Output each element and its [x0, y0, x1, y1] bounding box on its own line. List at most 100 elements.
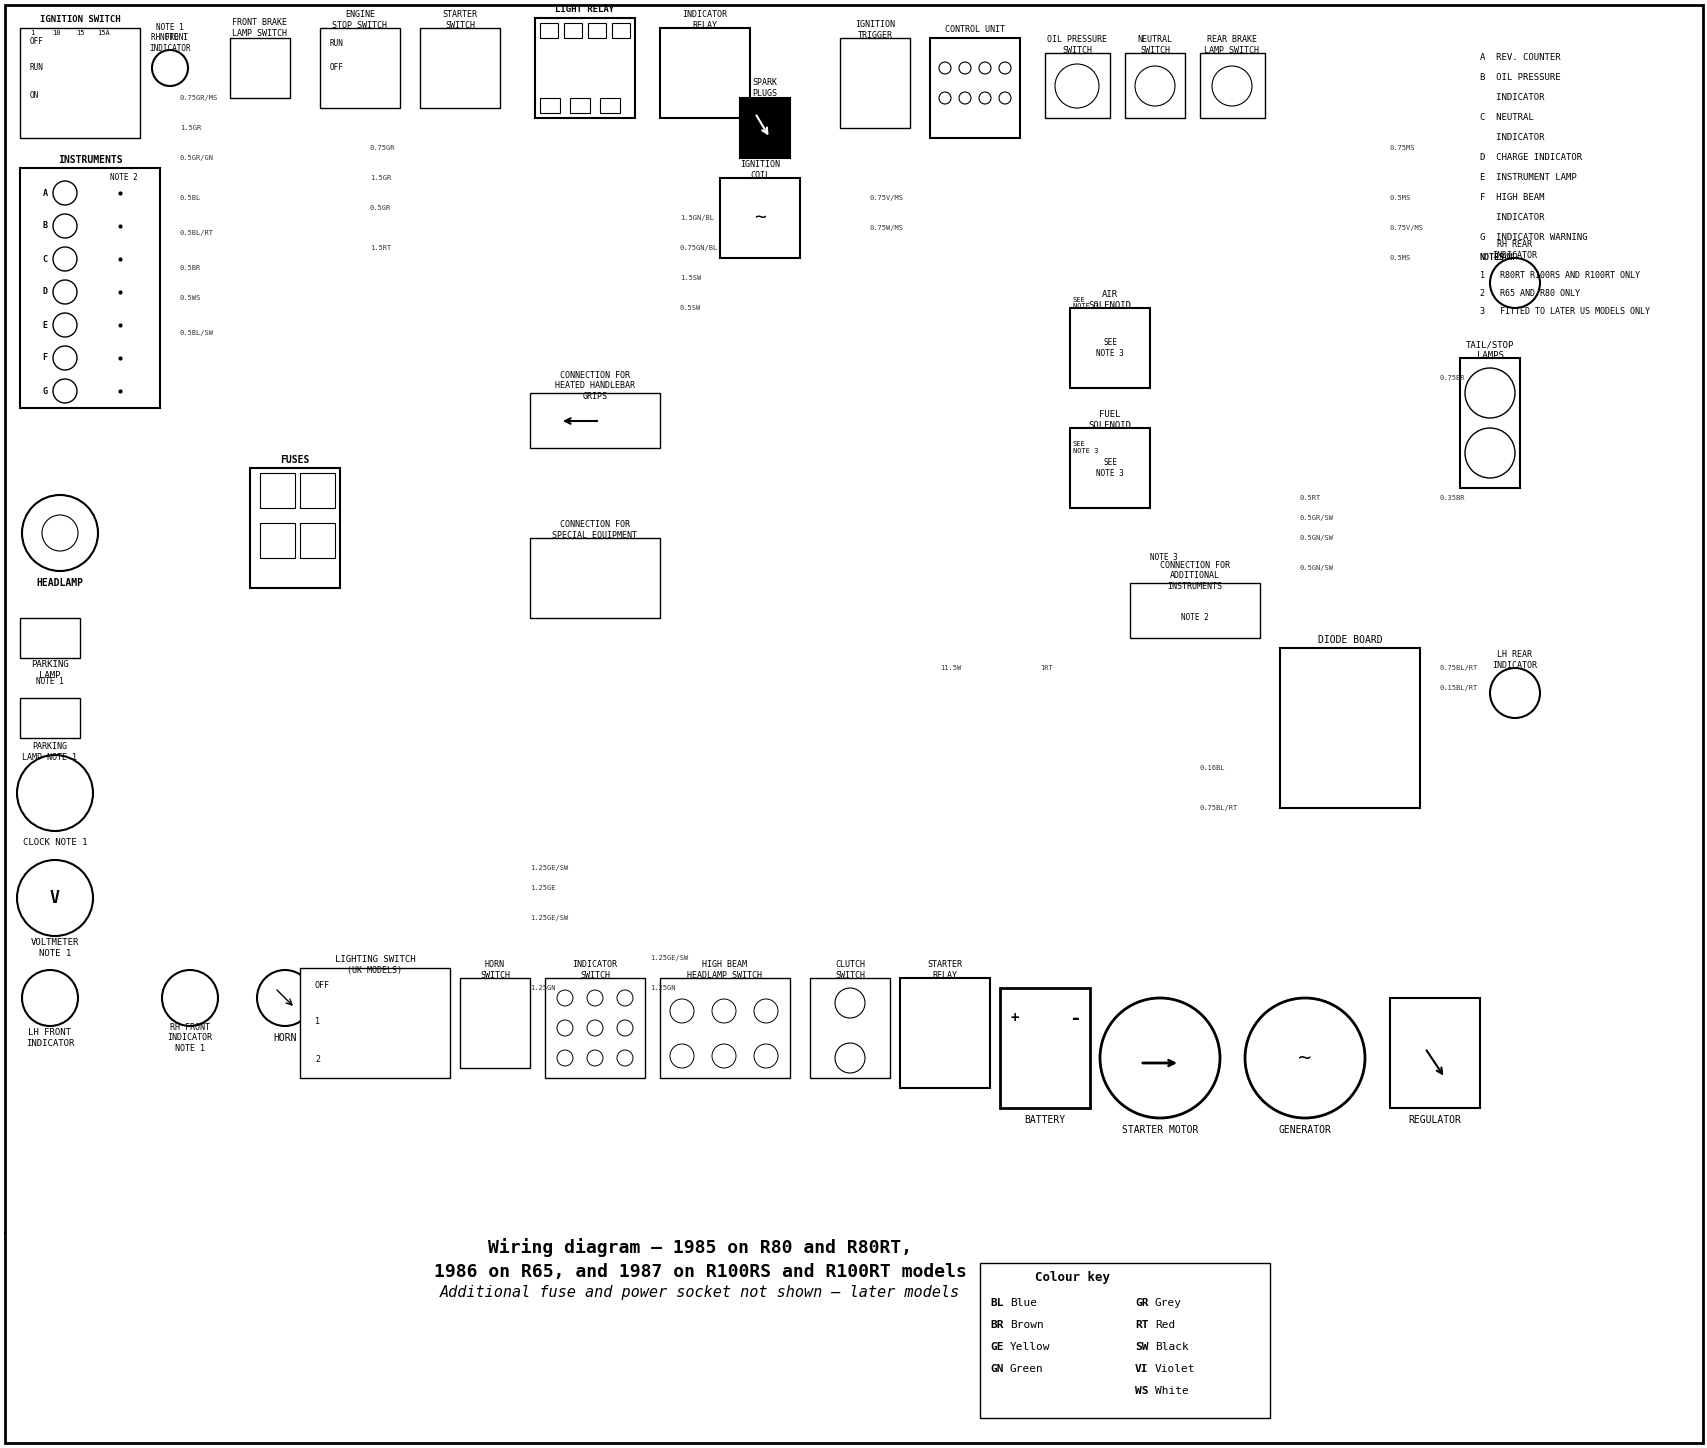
Text: DIODE BOARD: DIODE BOARD: [1316, 636, 1381, 644]
Bar: [720, 178, 799, 258]
Circle shape: [162, 970, 218, 1027]
Circle shape: [753, 1044, 778, 1069]
Text: 0.75BL/RT: 0.75BL/RT: [1439, 665, 1477, 670]
Text: TAIL/STOP
LAMPS: TAIL/STOP LAMPS: [1465, 340, 1514, 359]
Bar: [809, 977, 889, 1077]
Text: A: A: [43, 188, 48, 197]
Bar: [259, 473, 295, 508]
Text: 11.5W: 11.5W: [939, 665, 961, 670]
Circle shape: [712, 999, 736, 1022]
Circle shape: [835, 988, 864, 1018]
Text: HORN: HORN: [273, 1032, 297, 1043]
Text: 0.5BL: 0.5BL: [179, 195, 201, 201]
Text: D: D: [43, 288, 48, 297]
Circle shape: [53, 248, 77, 271]
Bar: [534, 17, 635, 117]
Text: SEE
NOTE 3: SEE NOTE 3: [1072, 442, 1098, 455]
Text: OFF: OFF: [314, 980, 329, 989]
Text: Wiring diagram – 1985 on R80 and R80RT,: Wiring diagram – 1985 on R80 and R80RT,: [488, 1238, 912, 1257]
Circle shape: [17, 860, 92, 935]
Circle shape: [1135, 67, 1174, 106]
Text: HORN
SWITCH: HORN SWITCH: [480, 960, 510, 980]
Bar: [570, 98, 589, 113]
Text: 0.5MS: 0.5MS: [1389, 195, 1410, 201]
Circle shape: [22, 970, 79, 1027]
Polygon shape: [850, 58, 900, 109]
Circle shape: [53, 181, 77, 206]
Text: 3   FITTED TO LATER US MODELS ONLY: 3 FITTED TO LATER US MODELS ONLY: [1480, 307, 1649, 317]
Text: Black: Black: [1154, 1342, 1188, 1352]
Bar: [1459, 358, 1519, 488]
Bar: [20, 618, 80, 657]
Text: INDICATOR: INDICATOR: [1480, 213, 1543, 223]
Text: 1.5SW: 1.5SW: [679, 275, 702, 281]
Text: 0.5GR: 0.5GR: [370, 206, 391, 211]
Bar: [1200, 54, 1265, 117]
Text: VOLTMETER
NOTE 1: VOLTMETER NOTE 1: [31, 938, 79, 957]
Bar: [545, 977, 645, 1077]
Text: LH FRONT
INDICATOR: LH FRONT INDICATOR: [26, 1028, 73, 1048]
Text: A  REV. COUNTER: A REV. COUNTER: [1480, 54, 1560, 62]
Bar: [529, 392, 659, 447]
Circle shape: [1244, 998, 1364, 1118]
Text: 1986 on R65, and 1987 on R100RS and R100RT models: 1986 on R65, and 1987 on R100RS and R100…: [434, 1263, 966, 1281]
Text: 0.5BL/SW: 0.5BL/SW: [179, 330, 213, 336]
Circle shape: [999, 93, 1011, 104]
Text: 0.5GN/SW: 0.5GN/SW: [1299, 534, 1333, 542]
Text: E  INSTRUMENT LAMP: E INSTRUMENT LAMP: [1480, 174, 1576, 182]
Bar: [659, 28, 749, 117]
Text: Green: Green: [1009, 1364, 1043, 1374]
Text: B  OIL PRESSURE: B OIL PRESSURE: [1480, 74, 1560, 83]
Text: PARKING
LAMP: PARKING LAMP: [31, 660, 68, 679]
Bar: [529, 539, 659, 618]
Text: CLOCK NOTE 1: CLOCK NOTE 1: [22, 838, 87, 847]
Text: 0.5GR/GN: 0.5GR/GN: [179, 155, 213, 161]
Text: B: B: [43, 222, 48, 230]
Circle shape: [999, 62, 1011, 74]
Text: V: V: [50, 889, 60, 906]
Bar: [587, 23, 606, 38]
Text: SEE
NOTE 3: SEE NOTE 3: [1096, 459, 1123, 478]
Text: STARTER
SWITCH: STARTER SWITCH: [442, 10, 478, 30]
Circle shape: [616, 1050, 633, 1066]
Circle shape: [1489, 258, 1540, 308]
Text: 15A: 15A: [97, 30, 111, 36]
Text: STARTER
RELAY: STARTER RELAY: [927, 960, 963, 980]
Text: 0.16BL: 0.16BL: [1200, 765, 1226, 770]
Text: OIL PRESSURE
SWITCH: OIL PRESSURE SWITCH: [1046, 35, 1106, 55]
Text: 1   R80RT R100RS AND R100RT ONLY: 1 R80RT R100RS AND R100RT ONLY: [1480, 272, 1639, 281]
Text: 0.5GN/SW: 0.5GN/SW: [1299, 565, 1333, 571]
Text: 0.35BR: 0.35BR: [1439, 495, 1465, 501]
Circle shape: [939, 93, 951, 104]
Text: E: E: [43, 320, 48, 330]
Text: Red: Red: [1154, 1321, 1174, 1331]
Text: 0.5WS: 0.5WS: [179, 295, 201, 301]
Text: FUEL
SOLENOID: FUEL SOLENOID: [1087, 410, 1130, 430]
Text: SW: SW: [1135, 1342, 1147, 1352]
Bar: [539, 98, 560, 113]
Bar: [300, 969, 449, 1077]
Text: 0.5BL/RT: 0.5BL/RT: [179, 230, 213, 236]
Text: GR: GR: [1135, 1297, 1147, 1308]
Circle shape: [587, 990, 603, 1006]
Bar: [1130, 584, 1260, 639]
Text: 1.5GR: 1.5GR: [370, 175, 391, 181]
Circle shape: [1055, 64, 1098, 109]
Text: D  CHARGE INDICATOR: D CHARGE INDICATOR: [1480, 153, 1581, 162]
Text: BATTERY: BATTERY: [1024, 1115, 1065, 1125]
Bar: [259, 523, 295, 557]
Text: LIGHT RELAY: LIGHT RELAY: [555, 6, 615, 14]
Text: 10: 10: [51, 30, 60, 36]
Text: INDICATOR
SWITCH: INDICATOR SWITCH: [572, 960, 618, 980]
Text: VI: VI: [1135, 1364, 1147, 1374]
Text: 15: 15: [75, 30, 84, 36]
Bar: [659, 977, 790, 1077]
Circle shape: [1212, 67, 1251, 106]
Text: C: C: [43, 255, 48, 264]
Circle shape: [17, 754, 92, 831]
Text: 2   R65 AND R80 ONLY: 2 R65 AND R80 ONLY: [1480, 290, 1579, 298]
Text: 1.5GN/BL: 1.5GN/BL: [679, 214, 714, 222]
Text: WS: WS: [1135, 1386, 1147, 1396]
Text: AIR
SOLENOID: AIR SOLENOID: [1087, 290, 1130, 310]
Text: IGNITION SWITCH: IGNITION SWITCH: [39, 16, 119, 25]
